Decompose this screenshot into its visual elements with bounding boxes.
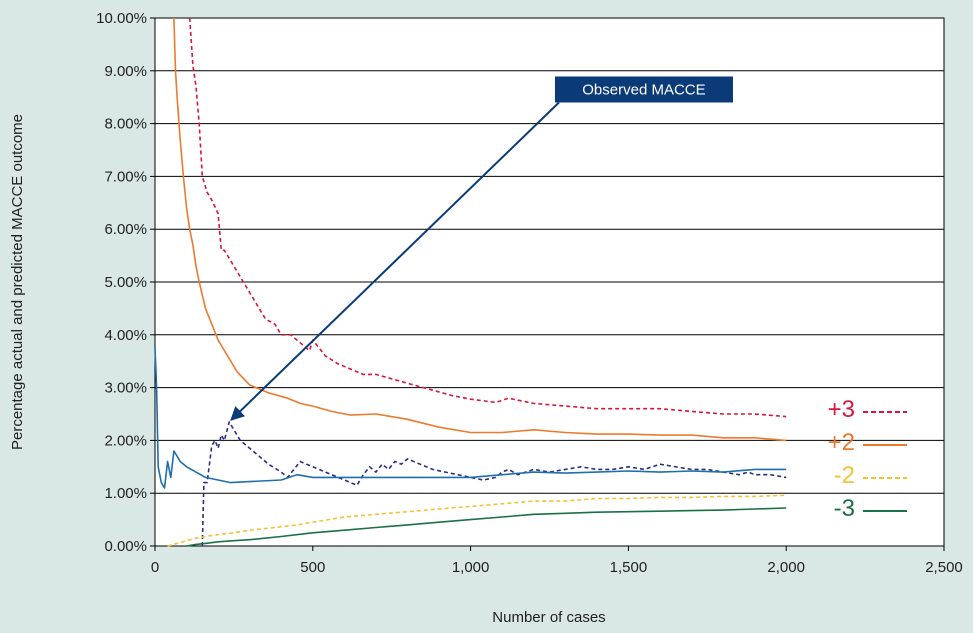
y-tick-label: 5.00% [104,274,147,291]
x-tick-label: 1,500 [610,559,648,576]
annotation: Observed MACCE [230,76,733,421]
y-tick-label: 4.00% [104,327,147,344]
y-axis-label: Percentage actual and predicted MACCE ou… [9,114,26,450]
x-tick-label: 1,000 [452,559,490,576]
y-tick-label: 0.00% [104,538,147,555]
annotation-label: Observed MACCE [582,81,705,98]
y-tick-label: 2.00% [104,432,147,449]
series-line-plus2 [173,17,787,442]
x-tick-label: 0 [151,559,159,576]
annotation-arrow [230,101,560,421]
series-line-observed-macce [201,421,787,547]
x-tick-label: 2,000 [767,559,805,576]
legend-label-plus3: +3 [828,396,855,423]
x-tick-label: 2,500 [925,559,963,576]
y-tick-label: 6.00% [104,221,147,238]
y-tick-label: 9.00% [104,63,147,80]
x-axis-label: Number of cases [492,609,605,626]
x-tick-label: 500 [300,559,325,576]
legend-label-minus3: -3 [834,495,855,522]
grid-lines [155,70,944,494]
legend-label-minus2: -2 [834,462,855,489]
series-line-predicted [154,347,787,489]
axes: 0.00% 1.00% 2.00% 3.00% 4.00% 5.00% 6.00% 7.00%… [96,10,963,576]
legend: +3 +2 -2 -3 [828,396,907,522]
y-tick-label: 8.00% [104,116,147,133]
y-tick-label: 10.00% [96,10,147,27]
y-tick-label: 7.00% [104,168,147,185]
series-line-minus3 [186,507,787,547]
y-tick-label: 1.00% [104,485,147,502]
legend-label-plus2: +2 [828,429,855,456]
annotation-box [554,76,733,103]
y-tick-label: 3.00% [104,380,147,397]
series-line-minus2 [167,494,787,547]
